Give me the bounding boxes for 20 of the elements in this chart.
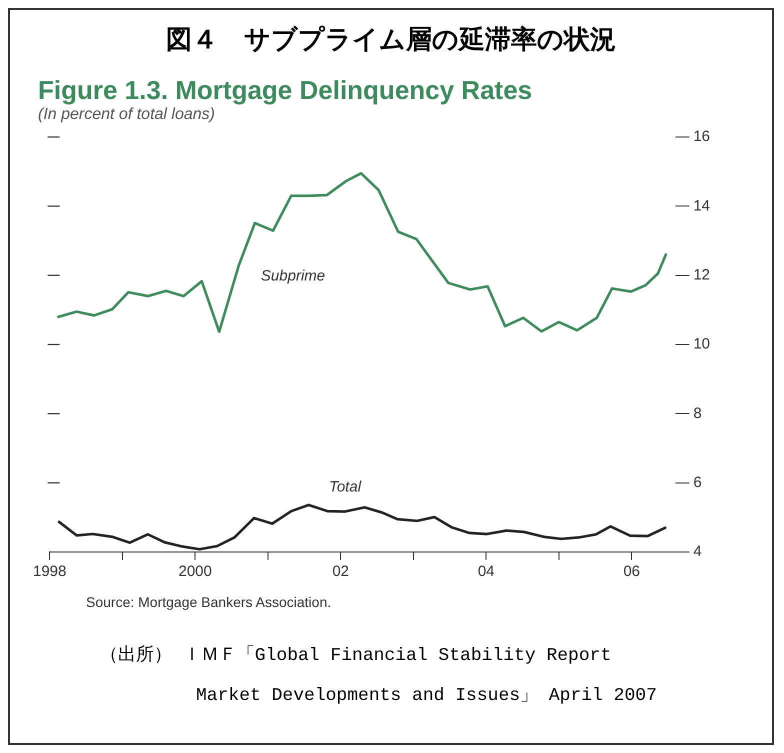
series-label: Subprime bbox=[260, 268, 326, 285]
chart-subtitle: Figure 1.3. Mortgage Delinquency Rates bbox=[38, 75, 534, 106]
y-axis-title: (In percent of total loans) bbox=[38, 106, 216, 124]
y-tick-label: 6 bbox=[693, 474, 702, 491]
source-note: Source: Mortgage Bankers Association. bbox=[86, 594, 332, 610]
chart-title: 図４ サブプライム層の延滞率の状況 bbox=[165, 24, 617, 57]
x-tick-label: 02 bbox=[332, 563, 350, 580]
x-tick-label: 06 bbox=[623, 563, 640, 580]
y-tick-label: 16 bbox=[693, 128, 710, 146]
x-tick-label: 04 bbox=[478, 563, 495, 580]
text: Market Developments and Issues」 April 2007 bbox=[196, 685, 658, 708]
y-tick-label: 4 bbox=[693, 543, 702, 560]
y-tick-label: 14 bbox=[693, 197, 710, 214]
y-tick-label: 8 bbox=[693, 404, 702, 422]
x-tick-label: 2000 bbox=[178, 563, 212, 580]
y-tick-label: 10 bbox=[693, 336, 710, 353]
series-label: Total bbox=[329, 478, 362, 496]
x-tick-label: 1998 bbox=[32, 563, 66, 580]
text: （出所） ＩＭＦ「Global Financial Stability Report bbox=[100, 644, 612, 668]
y-tick-label: 12 bbox=[693, 266, 710, 284]
